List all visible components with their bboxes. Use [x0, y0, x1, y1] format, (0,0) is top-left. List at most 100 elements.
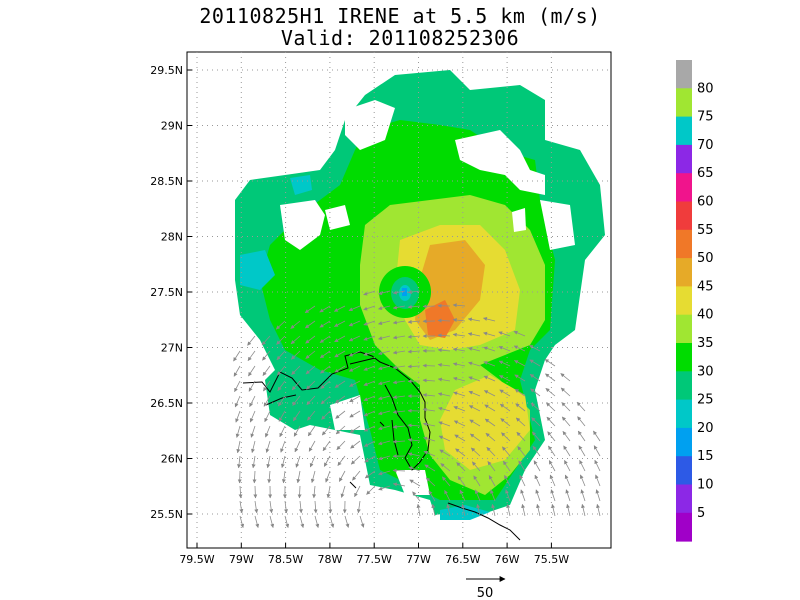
- lat-label: 28N: [161, 231, 183, 244]
- wind-vector: [392, 380, 406, 385]
- wind-vector: [278, 410, 286, 422]
- wind-vector: [461, 503, 466, 517]
- wind-vector: [468, 361, 481, 367]
- nodata-gap-north: [455, 130, 545, 195]
- wind-vector: [319, 320, 331, 328]
- nodata-gap-sw: [330, 395, 365, 430]
- wind-vector: [409, 479, 421, 487]
- wind-vector: [281, 470, 286, 484]
- wind-vector: [453, 406, 466, 412]
- wind-region-25-south: [440, 505, 490, 520]
- wind-vector: [348, 320, 361, 327]
- colorbar-label: 5: [697, 506, 705, 521]
- wind-vector: [563, 445, 571, 457]
- wind-vector: [321, 410, 331, 420]
- wind-vector: [550, 489, 556, 502]
- wind-vector: [275, 320, 286, 330]
- wind-vector: [276, 335, 286, 345]
- wind-vector: [561, 402, 571, 412]
- wind-vector: [428, 490, 436, 502]
- colorbar-segment: [676, 201, 692, 231]
- wind-vector: [441, 476, 451, 487]
- wind-vector: [333, 305, 346, 312]
- wind-vector: [276, 365, 286, 376]
- wind-vector: [267, 470, 272, 484]
- wind-vector: [334, 395, 346, 404]
- wind-vector: [352, 470, 361, 481]
- wind-vector: [564, 474, 571, 487]
- wind-vector: [580, 489, 586, 502]
- wind-vector: [534, 474, 541, 487]
- wind-vector: [459, 489, 466, 502]
- wind-vector: [291, 365, 301, 375]
- wind-vector: [344, 515, 350, 528]
- wind-region-25-west: [240, 250, 275, 290]
- wind-vector: [249, 410, 256, 423]
- wind-vector: [290, 320, 301, 329]
- wind-vector: [313, 500, 318, 514]
- wind-vector: [356, 500, 361, 514]
- wind-vector: [595, 489, 601, 502]
- wind-vector: [468, 405, 481, 412]
- wind-vector: [280, 440, 286, 453]
- wind-vector: [378, 365, 391, 371]
- wind-vector: [334, 335, 346, 343]
- colorbar-label: 45: [697, 279, 714, 294]
- colorbar-label: 75: [697, 110, 714, 125]
- wind-vector: [520, 489, 526, 502]
- wind-vector: [392, 395, 406, 400]
- wind-vector: [304, 320, 316, 329]
- wind-vector: [266, 455, 271, 469]
- lon-label: 79W: [229, 553, 254, 566]
- wind-vector: [378, 470, 391, 476]
- wind-vector: [249, 395, 256, 408]
- wind-vector: [392, 424, 406, 429]
- wind-vector: [294, 440, 301, 453]
- wind-vector: [264, 410, 271, 423]
- nodata-gap-center-e: [512, 208, 526, 232]
- wind-vector: [321, 425, 331, 436]
- wind-vector: [412, 491, 421, 502]
- colorbar-label: 80: [697, 81, 714, 96]
- wind-vector: [320, 365, 331, 374]
- colorbar-segment: [676, 229, 692, 259]
- wind-vector: [469, 419, 481, 427]
- wind-vector: [438, 435, 451, 442]
- wind-vector: [469, 433, 481, 442]
- wind-vector: [483, 375, 496, 382]
- wind-vector: [446, 503, 451, 517]
- wind-vector: [422, 378, 436, 383]
- colorbar-segment: [676, 88, 692, 118]
- wind-vector: [565, 489, 571, 502]
- wind-vector: [269, 500, 274, 514]
- wind-vector: [295, 455, 301, 468]
- wind-vector: [310, 470, 316, 483]
- wind-vector: [452, 332, 466, 337]
- lon-label: 76.5W: [445, 553, 480, 566]
- wind-vector: [299, 515, 305, 528]
- wind-vector: [236, 440, 241, 454]
- wind-vector: [378, 395, 391, 401]
- wind-vector: [501, 432, 511, 442]
- wind-vector: [516, 431, 526, 442]
- wind-vector: [247, 350, 256, 362]
- wind-vector: [407, 364, 421, 369]
- wind-vector: [354, 485, 361, 498]
- wind-vector: [437, 333, 451, 338]
- wind-vector: [596, 503, 601, 517]
- wind-vector: [457, 475, 466, 487]
- wind-vector: [392, 350, 406, 355]
- wind-vector: [378, 350, 391, 356]
- wind-vector: [566, 503, 571, 517]
- lat-label: 28.5N: [150, 175, 183, 188]
- wind-vector: [335, 425, 346, 435]
- wind-vector: [305, 350, 316, 359]
- wind-vector: [453, 391, 466, 397]
- wind-vector: [350, 455, 361, 465]
- wind-vector: [305, 365, 316, 375]
- lon-label: 78.5W: [268, 553, 303, 566]
- wind-vector: [265, 440, 271, 453]
- wind-vector: [468, 390, 481, 397]
- wind-vector: [253, 485, 258, 499]
- wind-vector: [407, 423, 421, 428]
